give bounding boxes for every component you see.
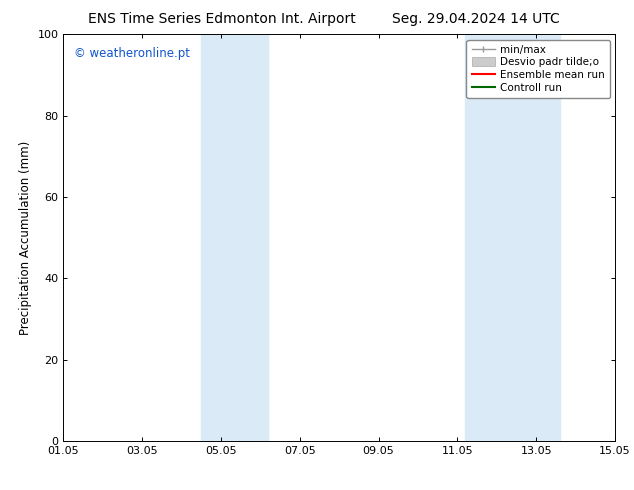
- Text: ENS Time Series Edmonton Int. Airport: ENS Time Series Edmonton Int. Airport: [88, 12, 356, 26]
- Bar: [202, 34, 268, 441]
- Y-axis label: Precipitation Accumulation (mm): Precipitation Accumulation (mm): [19, 141, 32, 335]
- Text: © weatheronline.pt: © weatheronline.pt: [74, 47, 190, 59]
- Text: Seg. 29.04.2024 14 UTC: Seg. 29.04.2024 14 UTC: [392, 12, 559, 26]
- Bar: [465, 34, 560, 441]
- Legend: min/max, Desvio padr tilde;o, Ensemble mean run, Controll run: min/max, Desvio padr tilde;o, Ensemble m…: [467, 40, 610, 98]
